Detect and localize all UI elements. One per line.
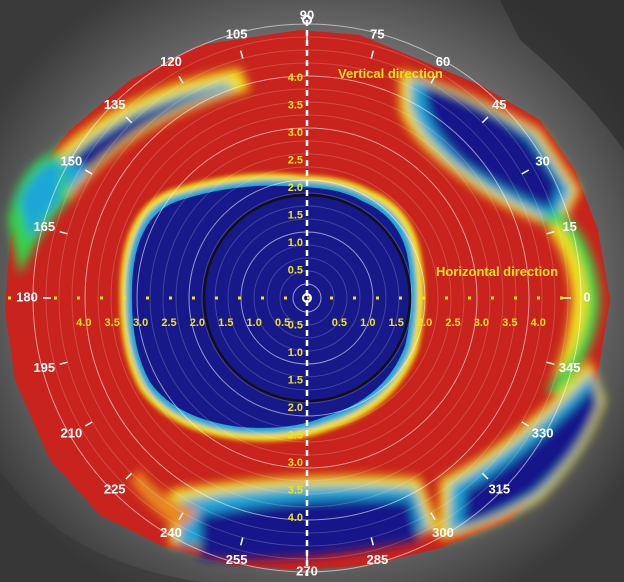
angle-tick [546,361,555,366]
horizontal-direction-label: Horizontal direction [436,264,558,279]
horizontal-tick-right-2.5: 2.5 [445,317,460,329]
angle-label-270: 270 [296,563,318,578]
angle-label-105: 105 [226,27,248,42]
angle-label-15: 15 [562,219,576,234]
horizontal-tick-left-1.0: 1.0 [247,317,262,329]
horizontal-tick-right-1.5: 1.5 [389,317,404,329]
vertical-tick-down-1.0: 1.0 [288,347,303,359]
angle-label-255: 255 [226,552,248,567]
ring [227,218,387,378]
angle-label-45: 45 [492,97,506,112]
horizontal-tick-left-2.5: 2.5 [161,317,176,329]
vertical-tick-up-0.5: 0.5 [288,264,303,276]
central-zone [119,173,425,442]
angle-label-345: 345 [559,360,581,375]
angle-label-150: 150 [61,153,83,168]
angle-tick [546,230,555,235]
ring [136,127,478,469]
horizontal-tick-left-0.5: 0.5 [275,317,290,329]
angle-tick [59,230,68,235]
angle-label-300: 300 [432,525,454,540]
horizontal-tick-right-4.0: 4.0 [531,317,546,329]
vertical-tick-up-3.5: 3.5 [288,99,303,111]
ring [175,166,439,430]
angle-label-75: 75 [370,27,384,42]
vertical-tick-down-3.0: 3.0 [288,457,303,469]
angle-tick [125,116,133,124]
vertical-tick-down-3.5: 3.5 [288,484,303,496]
vertical-tick-up-4.0: 4.0 [288,72,303,84]
vertical-tick-labels: 4.0 3.5 3.0 2.5 2.0 1.5 1.0 0.5 0.5 1.0 1.5 2.0 2.5 3… [288,72,303,524]
horizontal-tick-left-1.5: 1.5 [218,317,233,329]
angle-tick [84,169,93,175]
lower-lid-shadow [0,470,200,582]
top-marker [302,15,312,25]
transition-bands [8,68,605,560]
angle-label-30: 30 [535,153,549,168]
angle-tick [178,75,184,84]
vertical-tick-up-3.0: 3.0 [288,127,303,139]
vertical-tick-down-2.0: 2.0 [288,402,303,414]
vertical-tick-down-2.5: 2.5 [288,429,303,441]
horizontal-tick-right-2.0: 2.0 [417,317,432,329]
center-marker [302,293,312,303]
angle-label-0: 0 [583,289,590,304]
vertical-tick-up-2.0: 2.0 [288,182,303,194]
angle-label-165: 165 [33,219,55,234]
angle-label-195: 195 [33,360,55,375]
angle-label-315: 315 [488,482,510,497]
angle-labels: 0 15 30 45 60 75 90 105 120 135 150 165 180 195 210 225… [16,7,590,578]
angle-label-120: 120 [160,54,182,69]
vertical-direction-label: Vertical direction [338,66,443,81]
horizontal-tick-right-3.0: 3.0 [474,317,489,329]
horizontal-tick-left-2.0: 2.0 [190,317,205,329]
angle-label-240: 240 [160,525,182,540]
vertical-tick-up-2.5: 2.5 [288,154,303,166]
horizontal-tick-left-4.0: 4.0 [76,317,91,329]
angle-label-225: 225 [104,482,126,497]
angle-tick [430,512,436,521]
angle-tick [125,472,133,480]
angle-tick [481,472,489,480]
angle-tick [178,512,184,521]
horizontal-tick-right-1.0: 1.0 [360,317,375,329]
angle-tick [59,361,68,366]
angle-label-180: 180 [16,289,38,304]
horizontal-tick-left-3.5: 3.5 [105,317,120,329]
horizontal-tick-labels: 4.0 3.5 3.0 2.5 2.0 1.5 1.0 0.5 0.5 1.0 1.5 2.0 2.5 3… [76,317,546,329]
angle-label-330: 330 [532,425,554,440]
angle-tick [521,421,530,427]
angle-label-210: 210 [61,425,83,440]
ring [266,257,348,339]
angle-tick [430,75,436,84]
vertical-tick-down-0.5: 0.5 [288,319,303,331]
angle-tick [370,537,375,546]
angle-tick [481,116,489,124]
vertical-tick-down-4.0: 4.0 [288,512,303,524]
angle-tick [370,50,375,59]
eyelash-shadow [500,0,624,150]
angle-label-90: 90 [300,7,314,22]
angle-tick [239,537,244,546]
vertical-tick-down-1.5: 1.5 [288,374,303,386]
vertical-tick-up-1.0: 1.0 [288,237,303,249]
horizontal-tick-right-0.5: 0.5 [332,317,347,329]
angle-label-285: 285 [367,552,389,567]
angle-tick [84,421,93,427]
angle-tick [239,50,244,59]
horizontal-tick-left-3.0: 3.0 [133,317,148,329]
angle-tick [521,169,530,175]
vertical-tick-up-1.5: 1.5 [288,209,303,221]
angle-label-135: 135 [104,97,126,112]
horizontal-tick-right-3.5: 3.5 [502,317,517,329]
angle-label-60: 60 [436,54,450,69]
